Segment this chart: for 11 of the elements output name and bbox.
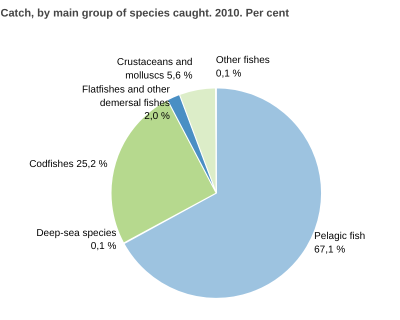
slice-label: Other fishes [216, 55, 270, 66]
slice-label: Pelagic fish [314, 231, 366, 242]
slice-label: Deep-sea species [36, 228, 116, 239]
chart-title: Catch, by main group of species caught. 2010. Per cent [0, 8, 290, 20]
data-label: 0,1 % [90, 241, 116, 252]
data-label: 0,1 % [216, 68, 242, 80]
slice-label: Codfishes 25,2 % [29, 158, 108, 170]
slice-label: Flatfishes and other demersal fishes [82, 84, 171, 109]
data-label: 2,0 % [144, 111, 170, 122]
slice-label: Crustaceans and molluscs 5,6 % [116, 57, 193, 82]
data-label: 67,1 % [314, 244, 346, 256]
